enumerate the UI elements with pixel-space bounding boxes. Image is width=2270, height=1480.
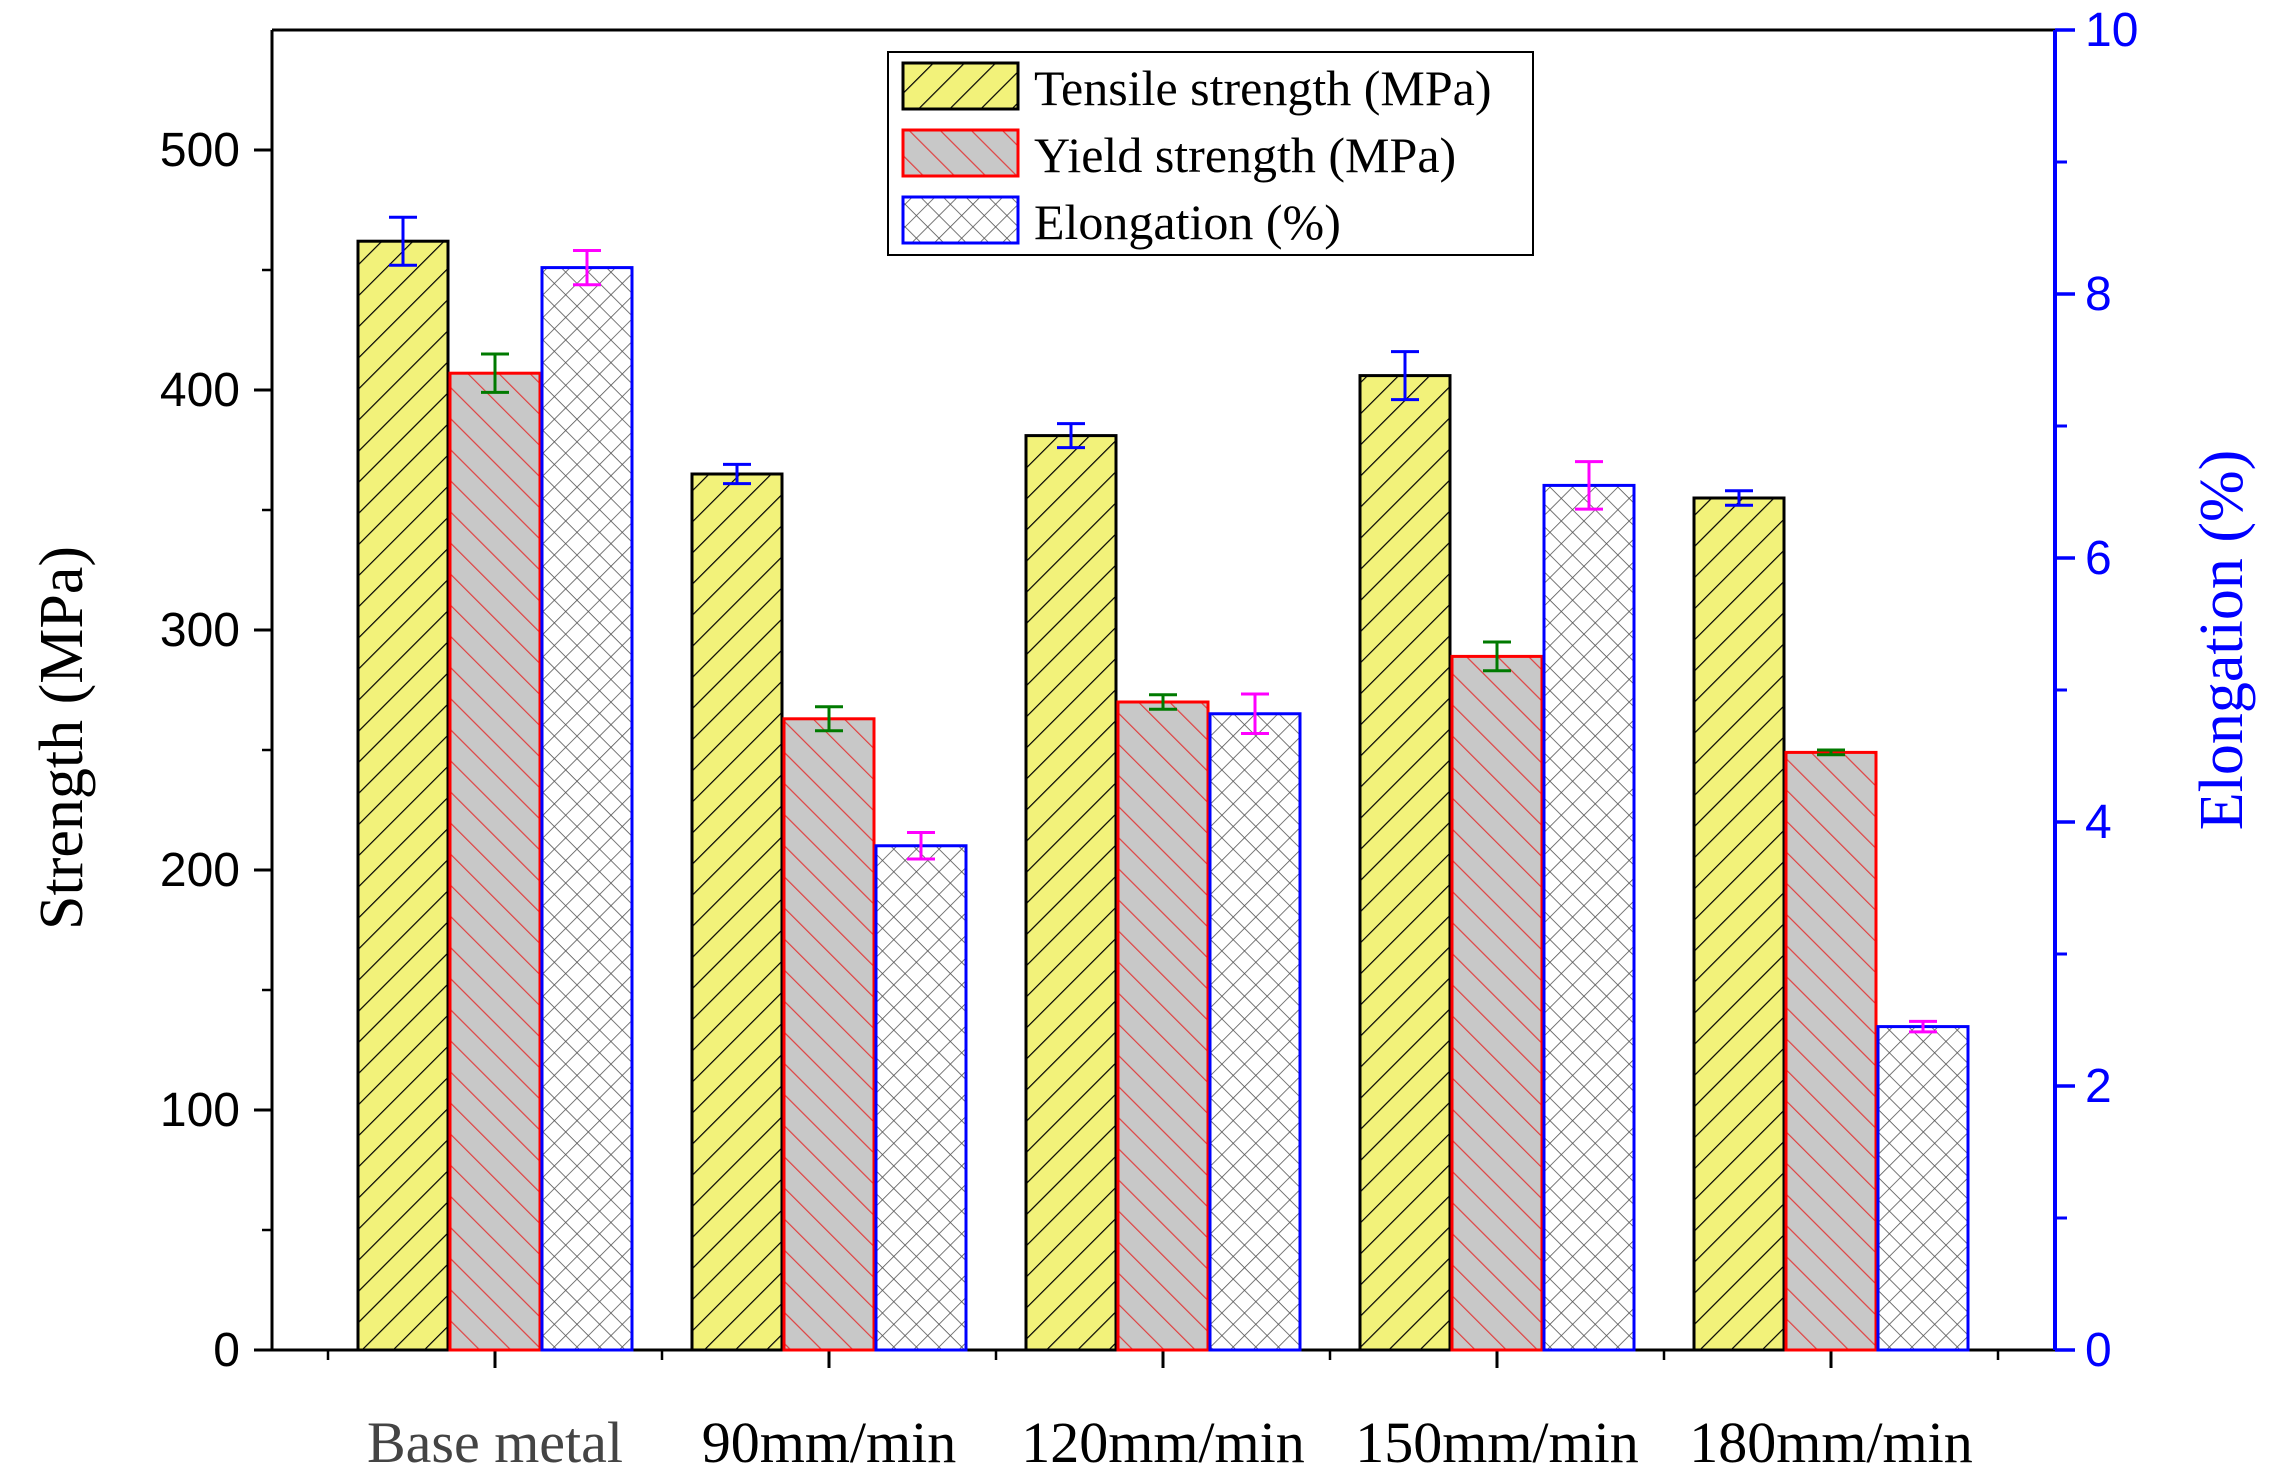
bar-elongation [540,266,634,1352]
y-tick-label: 300 [160,604,240,657]
x-tick-label: 180mm/min [1689,1410,1973,1475]
bar-tensile [690,472,784,1352]
legend-label-yield: Yield strength (MPa) [1034,127,1456,183]
legend-label-tensile: Tensile strength (MPa) [1034,60,1492,116]
y2-tick-label: 0 [2085,1324,2112,1377]
legend-swatch-elongation [901,195,1020,245]
x-tick-label: 90mm/min [702,1410,957,1475]
y-tick-label: 200 [160,844,240,897]
bar-elongation [1208,712,1302,1352]
x-tick-label: 150mm/min [1355,1410,1639,1475]
y2-tick-label: 8 [2085,268,2112,321]
y-tick-label: 100 [160,1084,240,1137]
legend-swatch-yield [901,128,1020,178]
bar-elongation [874,844,968,1352]
error-bars [389,215,1937,1034]
bars [356,239,1970,1352]
legend-label-elongation: Elongation (%) [1034,194,1341,250]
bar-yield [782,717,876,1352]
y2-tick-label: 4 [2085,796,2112,849]
bar-tensile [1358,374,1452,1352]
bar-yield [1450,654,1544,1352]
bar-elongation [1542,483,1636,1352]
y2-tick-label: 10 [2085,4,2138,57]
tick-labels: 0 100 200 300 400 500 0 2 4 6 8 10 Base metal 90mm/mi… [160,4,2138,1475]
y2-axis-title: Elongation (%) [2188,450,2256,831]
x-tick-label: Base metal [367,1410,623,1475]
bar-yield [1116,700,1210,1352]
bar-yield [448,371,542,1352]
y-axis-title: Strength (MPa) [28,546,96,930]
y-tick-label: 0 [213,1324,240,1377]
bar-tensile [356,239,450,1352]
y-tick-label: 500 [160,124,240,177]
bar-tensile [1692,496,1786,1352]
y2-tick-label: 6 [2085,532,2112,585]
bar-yield [1784,750,1878,1352]
legend-swatch-tensile [901,61,1020,111]
legend: Tensile strength (MPa) Yield strength (M… [887,51,1534,256]
bar-elongation [1876,1025,1970,1352]
y2-tick-label: 2 [2085,1060,2112,1113]
bar-tensile [1024,434,1118,1352]
x-tick-label: 120mm/min [1021,1410,1305,1475]
y-tick-label: 400 [160,364,240,417]
